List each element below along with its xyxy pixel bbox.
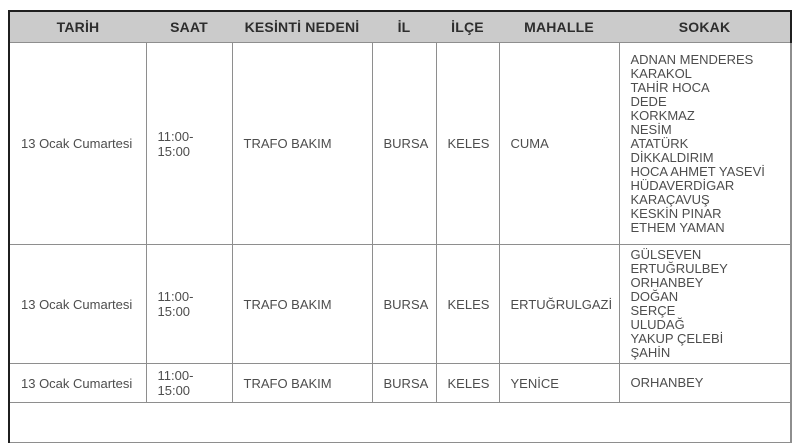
cell-kesinti: TRAFO BAKIM xyxy=(231,42,373,245)
col-header-mahalle: MAHALLE xyxy=(499,10,619,43)
cell-saat: 11:00-15:00 xyxy=(145,244,233,364)
cell-tarih: 13 Ocak Cumartesi xyxy=(8,363,147,403)
cell-mahalle: YENİCE xyxy=(498,363,620,403)
col-header-sokak: SOKAK xyxy=(619,10,792,43)
cell-saat: 11:00-15:00 xyxy=(145,42,233,245)
cell-tarih: 13 Ocak Cumartesi xyxy=(8,244,147,364)
cell-sokak: ORHANBEY xyxy=(618,363,792,403)
cell-ilce: KELES xyxy=(435,42,500,245)
col-header-il: İL xyxy=(372,10,436,43)
outage-table: TARİH SAAT KESİNTİ NEDENİ İL İLÇE MAHALL… xyxy=(8,10,792,443)
header-row: TARİH SAAT KESİNTİ NEDENİ İL İLÇE MAHALL… xyxy=(8,10,792,43)
cell-ilce: KELES xyxy=(435,244,500,364)
cell-kesinti: TRAFO BAKIM xyxy=(231,244,373,364)
table-row-partial xyxy=(8,402,792,443)
cell-kesinti: TRAFO BAKIM xyxy=(231,363,373,403)
table-row: 13 Ocak Cumartesi 11:00-15:00 TRAFO BAKI… xyxy=(8,42,792,245)
cell-il: BURSA xyxy=(371,363,437,403)
cell-mahalle: ERTUĞRULGAZİ xyxy=(498,244,620,364)
cell-partial xyxy=(8,402,792,443)
cell-sokak: ADNAN MENDERES KARAKOL TAHİR HOCA DEDE K… xyxy=(618,42,792,245)
outage-table-container: TARİH SAAT KESİNTİ NEDENİ İL İLÇE MAHALL… xyxy=(8,10,792,443)
table-row: 13 Ocak Cumartesi 11:00-15:00 TRAFO BAKI… xyxy=(8,244,792,364)
table-row: 13 Ocak Cumartesi 11:00-15:00 TRAFO BAKI… xyxy=(8,363,792,403)
cell-sokak: GÜLSEVEN ERTUĞRULBEY ORHANBEY DOĞAN SERÇ… xyxy=(618,244,792,364)
cell-il: BURSA xyxy=(371,244,437,364)
cell-ilce: KELES xyxy=(435,363,500,403)
cell-il: BURSA xyxy=(371,42,437,245)
cell-saat: 11:00-15:00 xyxy=(145,363,233,403)
cell-tarih: 13 Ocak Cumartesi xyxy=(8,42,147,245)
col-header-saat: SAAT xyxy=(146,10,232,43)
cell-mahalle: CUMA xyxy=(498,42,620,245)
col-header-ilce: İLÇE xyxy=(436,10,499,43)
col-header-tarih: TARİH xyxy=(8,10,146,43)
col-header-kesinti: KESİNTİ NEDENİ xyxy=(232,10,372,43)
